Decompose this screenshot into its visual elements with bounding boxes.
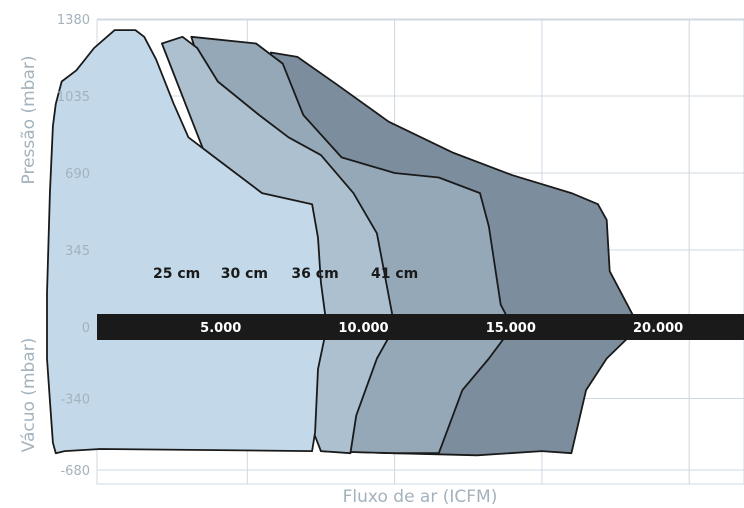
region-25-cm (46, 29, 328, 455)
x-tick-label: 5.000 (200, 321, 241, 336)
zero-axis-band (97, 314, 744, 340)
x-axis-title: Fluxo de ar (ICFM) (343, 487, 498, 507)
axis-ticks: 1380 1035 690 345 0 -340 -680 5.000 10.000 15.000… (57, 13, 683, 479)
region-label: 36 cm (291, 266, 338, 282)
x-tick-label: 20.000 (633, 321, 683, 336)
x-tick-label: 10.000 (338, 321, 388, 336)
region-label: 30 cm (221, 266, 268, 282)
zero-band (97, 314, 744, 340)
y-tick-label: -680 (60, 464, 90, 479)
y-tick-label: 1380 (57, 13, 90, 28)
y-tick-label: 690 (65, 167, 90, 182)
y-tick-label: 1035 (57, 90, 90, 105)
region-label: 25 cm (153, 266, 200, 282)
y-tick-label: -340 (60, 393, 90, 408)
y-tick-label: 345 (65, 244, 90, 259)
y-axis-title-bottom: Vácuo (mbar) (19, 338, 39, 453)
x-tick-label: 15.000 (486, 321, 536, 336)
y-tick-label: 0 (82, 321, 90, 336)
area-regions (46, 29, 640, 457)
region-label: 41 cm (371, 266, 418, 282)
y-axis-title-top: Pressão (mbar) (19, 56, 39, 185)
region-labels: 41 cm 36 cm 30 cm 25 cm (153, 266, 418, 282)
